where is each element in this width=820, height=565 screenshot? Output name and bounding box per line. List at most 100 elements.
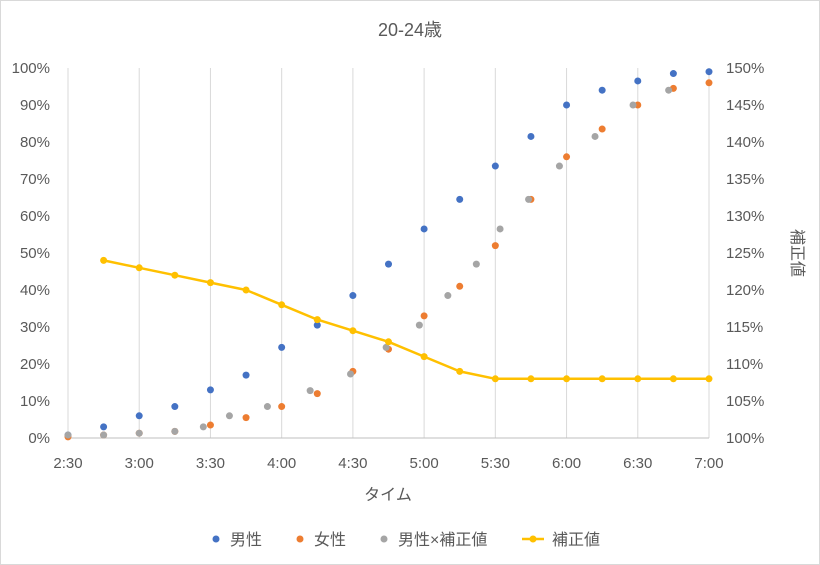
scatter-point	[385, 260, 392, 268]
line-marker	[278, 301, 286, 309]
legend-label: 男性×補正値	[398, 531, 487, 549]
scatter-point	[64, 431, 72, 439]
y2-axis-label: 補正値	[788, 229, 806, 277]
x-tick-label: 7:00	[694, 455, 723, 472]
scatter-point	[242, 414, 250, 422]
scatter-point	[278, 343, 286, 351]
series-line	[103, 259, 709, 381]
x-tick-label: 6:00	[552, 455, 581, 472]
line-marker	[705, 375, 713, 383]
scatter-point	[444, 292, 452, 300]
scatter-point	[135, 429, 143, 437]
line-marker	[349, 327, 357, 335]
scatter-point	[598, 86, 606, 94]
scatter-point	[705, 79, 713, 87]
plot-area	[64, 68, 713, 441]
scatter-point	[171, 403, 179, 411]
scatter-point	[456, 195, 464, 203]
scatter-point	[313, 390, 321, 398]
legend-swatch-marker	[212, 535, 220, 543]
y-tick-label: 20%	[20, 356, 50, 373]
y2-tick-label: 145%	[726, 97, 764, 114]
scatter-point	[629, 101, 637, 109]
x-tick-label: 3:30	[196, 455, 225, 472]
scatter-point	[382, 343, 390, 351]
scatter-point	[349, 292, 357, 300]
legend: 男性 女性 男性×補正値 補正値	[212, 530, 600, 549]
x-tick-label: 5:00	[410, 455, 439, 472]
legend-swatch-marker	[296, 535, 304, 543]
x-tick-label: 4:30	[338, 455, 367, 472]
scatter-point	[525, 195, 533, 203]
line-marker	[456, 367, 464, 375]
y2-tick-label: 105%	[726, 393, 764, 410]
line-marker	[527, 375, 535, 383]
y-tick-label: 50%	[20, 245, 50, 262]
scatter-point	[472, 260, 480, 268]
x-tick-label: 3:00	[125, 455, 154, 472]
scatter-point	[206, 421, 214, 429]
scatter-point	[591, 132, 599, 140]
axes: 2:30 3:00 3:30 4:00 4:30 5:00 5:30 6:00 6:30 7:00…	[12, 60, 765, 472]
scatter-point	[563, 153, 571, 161]
scatter-point	[313, 321, 321, 329]
scatter-point	[225, 412, 233, 420]
scatter-point	[669, 70, 677, 78]
y-tick-label: 0%	[28, 430, 50, 447]
line-marker	[206, 279, 214, 287]
y2-tick-label: 130%	[726, 208, 764, 225]
scatter-point	[598, 125, 606, 133]
scatter-point	[242, 371, 250, 379]
y-tick-label: 80%	[20, 134, 50, 151]
y2-tick-label: 110%	[726, 356, 763, 373]
scatter-point	[563, 101, 571, 109]
scatter-point	[100, 431, 108, 439]
x-tick-label: 6:30	[623, 455, 652, 472]
scatter-point	[199, 423, 207, 431]
scatter-point	[263, 403, 271, 411]
line-marker	[171, 271, 179, 279]
y-tick-label: 40%	[20, 282, 50, 299]
scatter-point	[491, 162, 499, 170]
scatter-point	[420, 312, 428, 320]
line-marker	[100, 256, 108, 264]
line-marker	[385, 338, 392, 346]
y-tick-label: 90%	[20, 97, 50, 114]
scatter-point	[206, 386, 214, 394]
x-tick-label: 4:00	[267, 455, 296, 472]
y2-tick-label: 115%	[726, 319, 763, 336]
x-axis-label: タイム	[364, 486, 412, 504]
scatter-point	[665, 86, 673, 94]
scatter-point	[555, 162, 563, 170]
legend-label: 補正値	[552, 531, 600, 549]
y-tick-label: 70%	[20, 171, 50, 188]
x-tick-label: 2:30	[53, 455, 82, 472]
scatter-point	[634, 77, 642, 85]
scatter-point	[306, 387, 314, 395]
line-marker	[598, 375, 606, 383]
y-tick-label: 10%	[20, 393, 50, 410]
legend-swatch-marker	[529, 535, 537, 543]
y-tick-label: 100%	[12, 60, 50, 77]
y-tick-label: 60%	[20, 208, 50, 225]
scatter-point	[171, 427, 179, 435]
line-marker	[313, 316, 321, 324]
scatter-point	[100, 423, 108, 431]
scatter-point	[278, 403, 286, 411]
y2-tick-label: 150%	[726, 60, 764, 77]
scatter-point	[496, 225, 504, 233]
line-marker	[491, 375, 499, 383]
x-tick-label: 5:30	[481, 455, 510, 472]
scatter-point	[347, 370, 355, 378]
scatter-point	[705, 68, 713, 76]
y-tick-label: 30%	[20, 319, 50, 336]
y2-tick-label: 120%	[726, 282, 764, 299]
legend-swatch-marker	[380, 535, 388, 543]
scatter-point	[135, 412, 143, 420]
scatter-point	[491, 242, 499, 250]
line-marker	[420, 353, 428, 361]
scatter-point	[527, 132, 535, 140]
